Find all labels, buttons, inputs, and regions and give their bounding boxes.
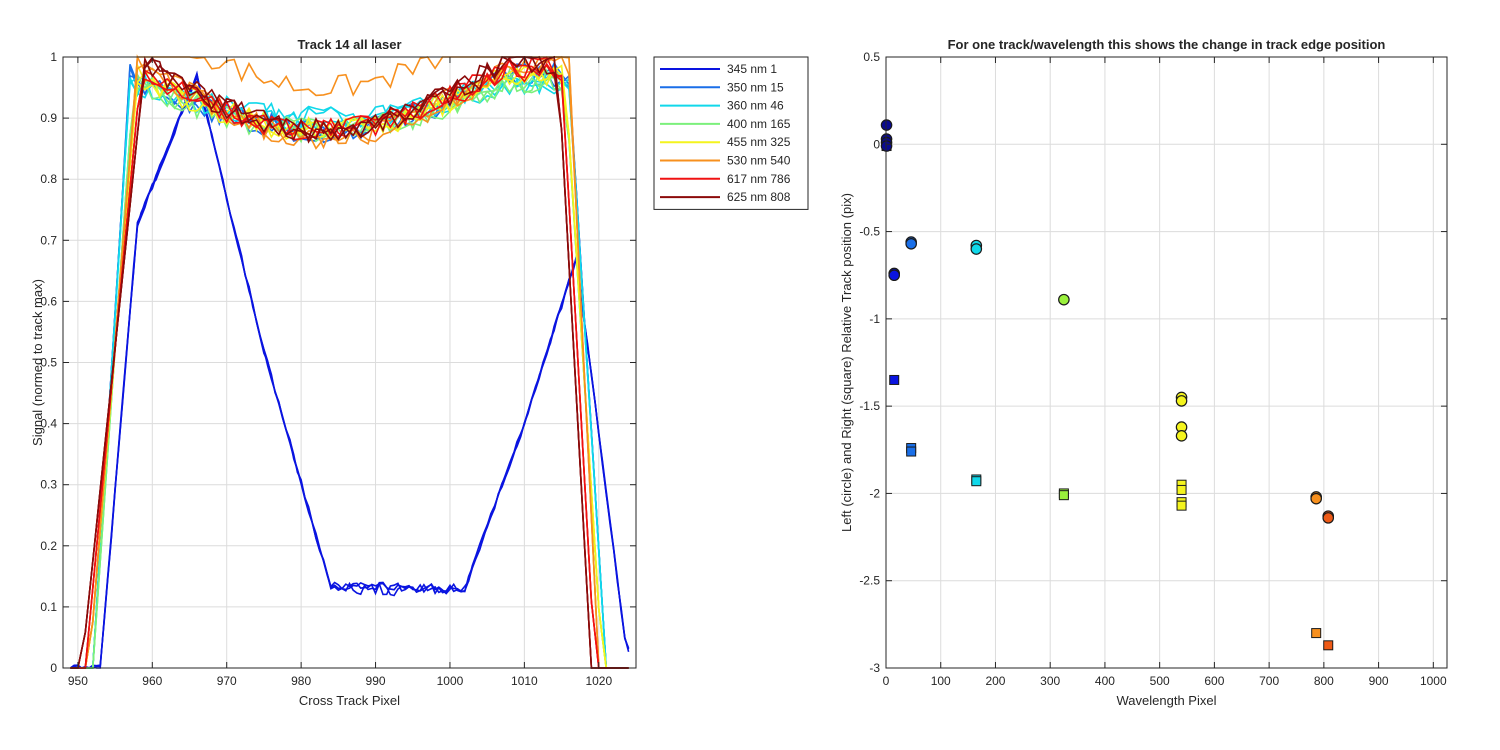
- x-tick-label: 0: [883, 674, 890, 688]
- y-axis-label: Signal (normed to track max): [30, 279, 45, 446]
- ticks: 950 960 970 980 990 1000 1010 1020 0 0.1 0.2 0.3 0.4…: [40, 50, 636, 688]
- right-edge-square-point: [889, 374, 900, 385]
- x-tick-label: 950: [68, 674, 88, 688]
- signal-profile-chart: 950 960 970 980 990 1000 1010 1020 0 0.1 0.2 0.3 0.4…: [30, 37, 809, 708]
- y-tick-label: -2.5: [859, 574, 880, 588]
- left-edge-circle-point: [888, 269, 901, 282]
- y-tick-label: 0: [50, 661, 57, 675]
- y-tick-label: 1: [50, 50, 57, 64]
- axes-box: [885, 56, 1448, 669]
- series-line-345-nm-1: [70, 71, 630, 669]
- left-edge-circle-point: [1175, 395, 1188, 407]
- x-tick-label: 100: [931, 674, 951, 688]
- left-edge-circle-point: [970, 243, 983, 255]
- x-tick-label: 900: [1369, 674, 1389, 688]
- right-edge-square-point: [1176, 484, 1187, 495]
- x-tick-label: 960: [142, 674, 162, 688]
- chart-title: For one track/wavelength this shows the …: [948, 37, 1386, 52]
- y-tick-label: 0: [873, 137, 880, 151]
- y-tick-label: 0.8: [40, 172, 57, 186]
- y-tick-label: 0.5: [40, 356, 57, 370]
- y-tick-label: -1.5: [859, 399, 880, 413]
- plot-area: [886, 57, 1447, 668]
- y-tick-label: 0.7: [40, 233, 57, 247]
- left-edge-circle-point: [880, 119, 893, 131]
- y-tick-label: 0.5: [863, 50, 880, 64]
- legend-entry: 345 nm 1: [727, 62, 777, 76]
- y-axis-label: Left (circle) and Right (square) Relativ…: [839, 193, 854, 532]
- y-tick-label: 0.3: [40, 478, 57, 492]
- series-line-345-nm-1: [69, 70, 630, 669]
- x-tick-label: 1000: [1420, 674, 1447, 688]
- data-points: [880, 119, 1335, 651]
- right-edge-square-point: [906, 446, 917, 457]
- y-tick-label: 0.9: [40, 111, 57, 125]
- legend-entry: 400 nm 165: [727, 117, 791, 131]
- x-tick-label: 1000: [437, 674, 464, 688]
- y-tick-label: 0.4: [40, 417, 57, 431]
- ticks: 0 100 200 300 400 500 600 700 800 900 1000 0.5 0 -0.5…: [859, 50, 1447, 688]
- x-tick-label: 300: [1040, 674, 1060, 688]
- x-tick-label: 970: [217, 674, 237, 688]
- left-edge-circle-point: [1058, 293, 1070, 306]
- left-edge-circle-point: [905, 237, 917, 250]
- legend-box: [653, 56, 809, 210]
- legend-entry: 350 nm 15: [727, 80, 784, 94]
- x-tick-label: 990: [366, 674, 386, 688]
- y-tick-label: -1: [869, 312, 880, 326]
- legend-entry: 617 nm 786: [727, 172, 791, 186]
- x-tick-label: 600: [1204, 674, 1224, 688]
- legend: 345 nm 1 350 nm 15 360 nm 46 400 nm 165 455 …: [653, 56, 809, 210]
- legend-entry: 360 nm 46: [727, 99, 784, 113]
- y-tick-label: -0.5: [859, 225, 880, 239]
- x-tick-label: 700: [1259, 674, 1279, 688]
- series-line-617-nm-786: [70, 56, 629, 669]
- x-tick-label: 1020: [585, 674, 612, 688]
- legend-entry: 625 nm 808: [727, 190, 791, 204]
- left-edge-circle-point: [880, 140, 893, 152]
- x-tick-label: 1010: [511, 674, 538, 688]
- y-tick-label: 0.2: [40, 539, 57, 553]
- right-edge-square-point: [1176, 500, 1187, 511]
- series-line-625-nm-808: [70, 55, 629, 669]
- right-edge-square-point: [1311, 628, 1322, 639]
- x-tick-label: 500: [1150, 674, 1170, 688]
- right-edge-square-point: [971, 476, 982, 487]
- y-tick-label: 0.6: [40, 294, 57, 308]
- x-tick-label: 800: [1314, 674, 1334, 688]
- y-tick-label: -2: [869, 486, 880, 500]
- legend-entry: 455 nm 325: [727, 135, 791, 149]
- y-tick-label: 0.1: [40, 600, 57, 614]
- edge-position-chart: 0 100 200 300 400 500 600 700 800 900 1000 0.5 0 -0.5…: [839, 37, 1448, 708]
- y-tick-label: -3: [869, 661, 880, 675]
- left-edge-circle-point: [1175, 430, 1188, 442]
- series-line-625-nm-808: [70, 55, 629, 669]
- right-edge-square-point: [1058, 490, 1069, 501]
- x-axis-label: Wavelength Pixel: [1117, 693, 1217, 708]
- x-axis-label: Cross Track Pixel: [299, 693, 400, 708]
- chart-title: Track 14 all laser: [297, 37, 401, 52]
- x-tick-label: 400: [1095, 674, 1115, 688]
- left-edge-circle-point: [1322, 512, 1335, 524]
- legend-entry: 530 nm 540: [727, 154, 791, 168]
- x-tick-label: 200: [985, 674, 1005, 688]
- left-edge-circle-point: [1310, 492, 1322, 505]
- x-tick-label: 980: [291, 674, 311, 688]
- right-edge-square-point: [1323, 640, 1334, 651]
